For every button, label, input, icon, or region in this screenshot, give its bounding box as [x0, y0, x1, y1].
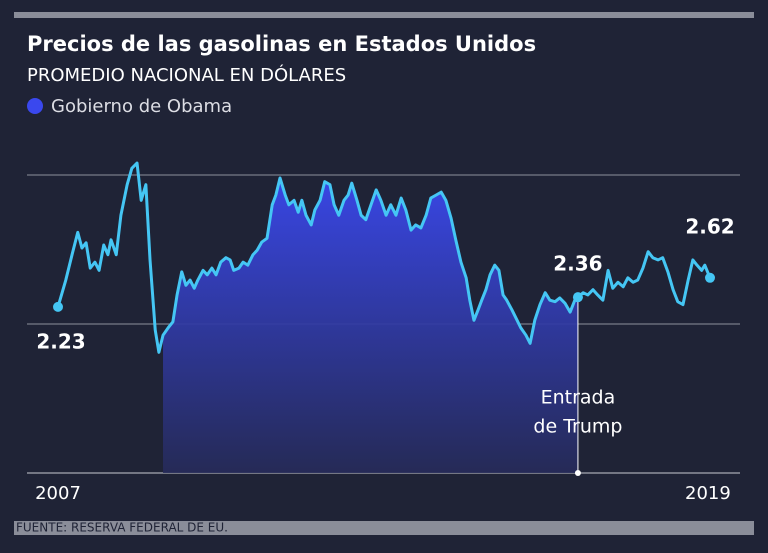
point	[53, 301, 63, 312]
x-tick-label: 2019	[685, 483, 731, 504]
shade-area	[163, 177, 578, 474]
legend-label: Gobierno de Obama	[51, 96, 232, 117]
annotation: de Trump	[533, 416, 622, 438]
chart-title: Precios de las gasolinas en Estados Unid…	[27, 32, 536, 56]
value-label: 2.36	[553, 252, 602, 276]
x-tick-label: 2007	[35, 483, 81, 504]
trump-marker	[574, 470, 581, 476]
value-label: 2.23	[36, 329, 85, 353]
source: FUENTE: RESERVA FEDERAL DE EU.	[16, 521, 228, 535]
value-label: 2.62	[685, 214, 734, 238]
point	[572, 292, 583, 303]
top-bar	[14, 12, 754, 18]
bottom-bar	[14, 521, 754, 535]
legend-marker	[27, 98, 43, 114]
chart-subtitle: PROMEDIO NACIONAL EN DÓLARES	[27, 64, 346, 86]
point	[705, 272, 715, 283]
line	[56, 161, 712, 354]
annotation: Entrada	[541, 387, 616, 409]
